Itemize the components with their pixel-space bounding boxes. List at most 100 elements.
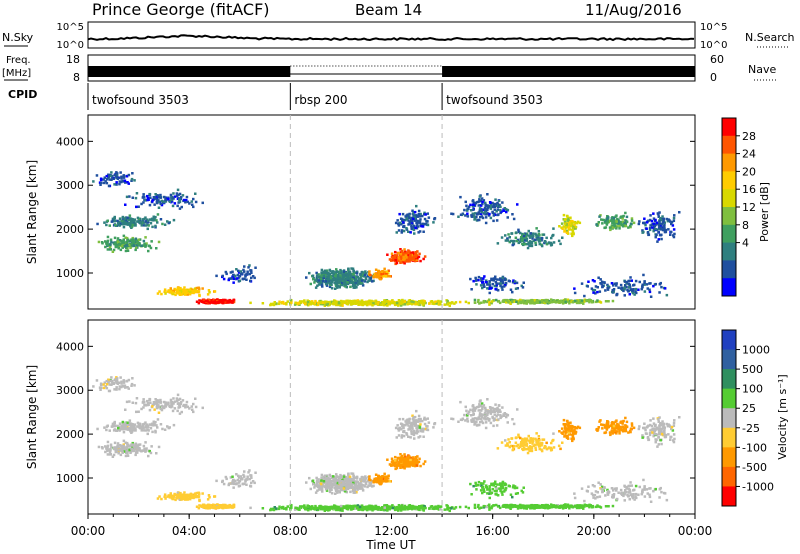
velocity-cell xyxy=(324,485,328,488)
velocity-cell xyxy=(346,487,349,491)
power-cell xyxy=(232,277,236,281)
power-cell xyxy=(561,227,564,230)
power-cell xyxy=(113,217,116,220)
power-cell xyxy=(499,205,502,209)
power-cell xyxy=(380,303,383,306)
power-cell xyxy=(649,214,652,217)
velocity-cell xyxy=(422,462,425,466)
velocity-cell xyxy=(328,486,331,489)
power-cell xyxy=(353,281,357,285)
power-cell xyxy=(357,278,361,281)
power-cell xyxy=(482,283,486,286)
power-cell xyxy=(414,255,417,259)
velocity-cell xyxy=(352,481,355,485)
velocity-cell xyxy=(330,492,334,495)
power-cell xyxy=(383,299,386,302)
velocity-cell xyxy=(109,379,113,383)
power-cell xyxy=(467,301,470,305)
velocity-cell xyxy=(309,487,312,491)
power-cell xyxy=(672,228,676,231)
power-cell xyxy=(536,234,539,238)
power-cell xyxy=(648,290,652,294)
power-cell xyxy=(319,299,322,303)
power-cell xyxy=(387,269,390,272)
power-cell xyxy=(480,279,483,282)
power-cell xyxy=(515,231,518,234)
power-cell xyxy=(333,281,336,284)
power-cell xyxy=(410,302,414,306)
power-cell xyxy=(236,277,239,280)
velocity-cell xyxy=(363,478,367,482)
power-cell xyxy=(627,226,630,229)
velocity-cell xyxy=(251,480,255,483)
power-cell xyxy=(526,234,529,237)
velocity-cell xyxy=(393,459,397,462)
velocity-cell xyxy=(110,425,114,428)
velocity-cell xyxy=(167,426,170,430)
power-cell xyxy=(359,273,362,276)
power-cell xyxy=(395,231,398,234)
velocity-cell xyxy=(188,497,192,501)
velocity-cell xyxy=(100,386,103,390)
power-cell xyxy=(480,215,484,218)
power-cell xyxy=(494,275,497,278)
velocity-cell xyxy=(308,476,311,480)
power-cell xyxy=(573,287,576,290)
power-cell xyxy=(412,257,415,261)
velocity-cell xyxy=(396,464,400,467)
power-cell xyxy=(646,231,650,234)
power-cell xyxy=(102,181,106,185)
power-cell xyxy=(335,286,339,289)
power-cell xyxy=(330,283,333,287)
power-cell xyxy=(473,298,477,302)
power-cell xyxy=(477,298,480,302)
velocity-cell xyxy=(114,450,118,454)
power-cell xyxy=(273,301,276,304)
power-cell xyxy=(346,282,349,286)
power-cell xyxy=(481,202,484,206)
power-cell xyxy=(129,222,132,226)
power-cell xyxy=(202,300,205,304)
power-cell xyxy=(661,226,664,229)
power-cell xyxy=(127,182,130,185)
velocity-cell xyxy=(185,400,189,404)
power-cell xyxy=(192,289,196,293)
power-cell xyxy=(406,213,409,216)
velocity-cell xyxy=(124,454,128,458)
power-cell xyxy=(308,271,311,275)
power-cell xyxy=(339,282,342,285)
velocity-cell xyxy=(124,449,128,452)
power-cell xyxy=(611,221,614,225)
power-cell xyxy=(218,299,221,303)
power-cell xyxy=(537,230,541,233)
power-cell xyxy=(155,200,159,203)
velocity-cell xyxy=(232,486,235,489)
velocity-cell xyxy=(125,441,129,445)
velocity-cell xyxy=(156,497,160,500)
velocity-cell xyxy=(184,406,187,409)
power-cell xyxy=(470,288,473,291)
power-cell xyxy=(231,299,235,303)
power-cell xyxy=(480,197,484,200)
power-cell xyxy=(593,288,597,292)
power-cell xyxy=(410,226,413,229)
power-cell xyxy=(417,209,421,213)
power-cell xyxy=(286,300,289,303)
power-cell xyxy=(352,271,356,274)
power-cell xyxy=(418,301,422,304)
power-cell xyxy=(615,222,618,225)
velocity-cell xyxy=(172,402,175,405)
power-cell xyxy=(330,287,334,290)
power-cell xyxy=(341,281,344,285)
power-cell xyxy=(360,303,364,306)
velocity-cell xyxy=(234,479,237,483)
velocity-cell xyxy=(361,489,365,492)
power-cell xyxy=(657,223,660,226)
velocity-cell xyxy=(119,376,122,379)
power-cell xyxy=(178,199,181,203)
power-cell xyxy=(384,271,387,274)
power-cell xyxy=(501,288,504,291)
velocity-cell xyxy=(405,456,409,460)
velocity-cell xyxy=(331,483,334,487)
power-cell xyxy=(605,223,609,226)
